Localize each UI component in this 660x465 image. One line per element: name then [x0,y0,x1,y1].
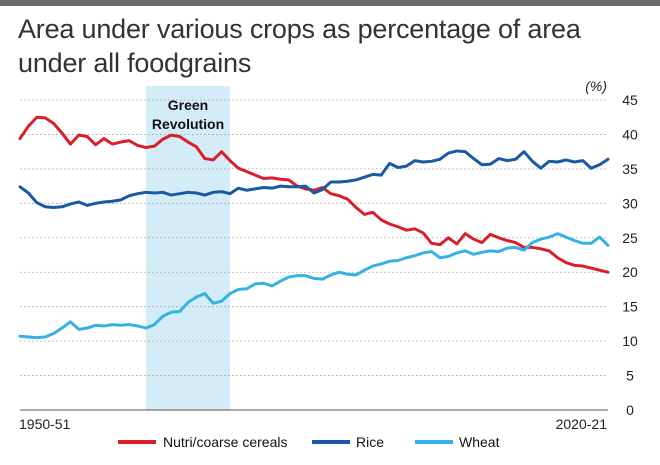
legend-label-0: Nutri/coarse cereals [163,434,288,450]
chart-title: Area under various crops as percentage o… [18,14,581,78]
series-line-2 [18,232,610,340]
y-tick-label-5: 5 [626,368,634,384]
series-lines [18,115,610,340]
y-tick-label-10: 10 [622,333,638,349]
y-tick-label-0: 0 [626,402,634,418]
top-rule [0,0,660,6]
series-line-1 [18,149,610,209]
y-tick-label-20: 20 [622,264,638,280]
series-line-0 [18,115,610,274]
y-tick-label-15: 15 [622,299,638,315]
y-tick-label-35: 35 [622,161,638,177]
gridlines [20,99,608,411]
legend: Nutri/coarse cereals Rice Wheat [118,434,500,450]
y-axis-unit: (%) [585,78,607,94]
legend-label-2: Wheat [459,434,500,450]
legend-label-1: Rice [356,434,384,450]
y-axis-ticks: 0 5 10 15 20 25 30 35 40 45 [622,92,638,418]
band-label-line2: Revolution [152,116,224,132]
x-axis-end-label: 2020-21 [556,416,608,432]
y-tick-label-45: 45 [622,92,638,108]
y-tick-label-40: 40 [622,126,638,142]
y-tick-label-30: 30 [622,195,638,211]
x-axis-start-label: 1950-51 [19,416,71,432]
band-label-line1: Green [168,97,208,113]
y-tick-label-25: 25 [622,230,638,246]
